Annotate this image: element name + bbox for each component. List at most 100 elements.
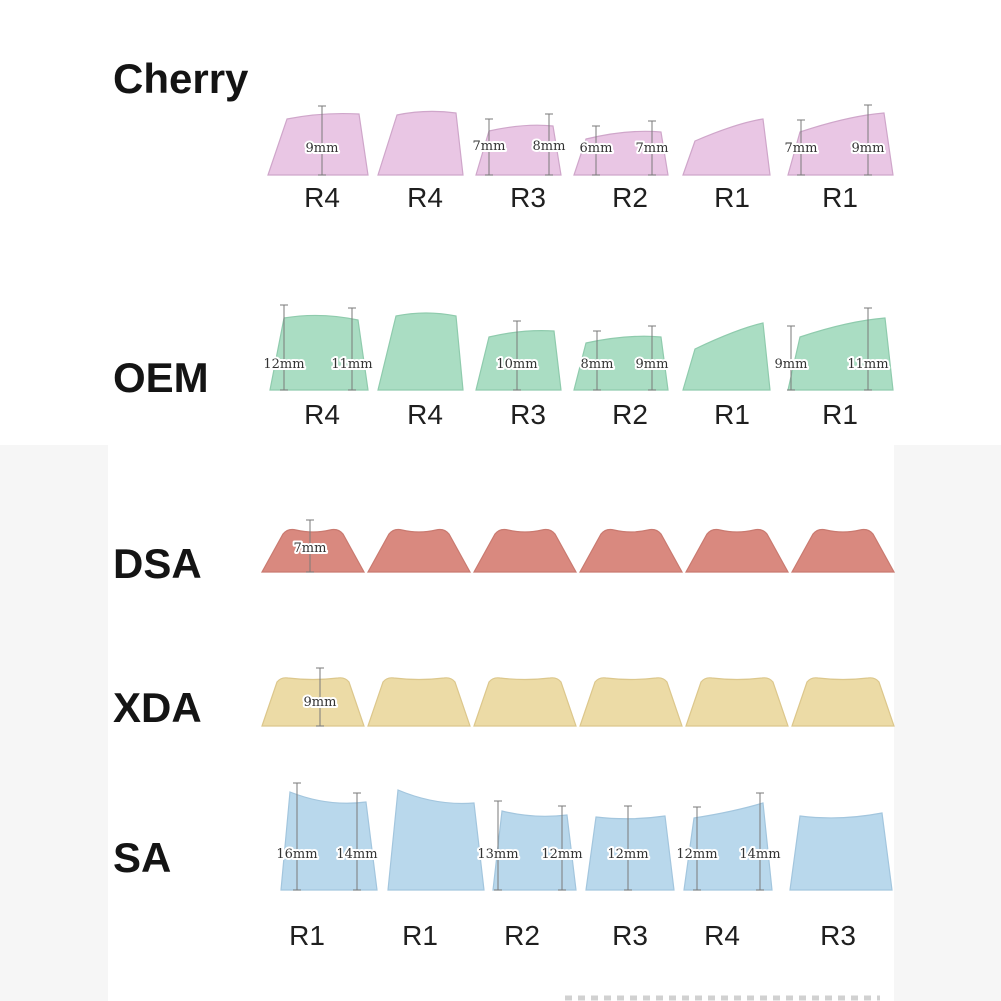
row-label: R3 (820, 920, 856, 951)
profile-name-oem: OEM (113, 354, 209, 401)
measurement-label: 7mm (785, 141, 818, 156)
measurement-label: 16mm (276, 847, 317, 862)
sa-dimensions: 16mm 14mm 13mm 12mm 12mm 12mm 14mm (274, 782, 783, 891)
profile-name-cherry: Cherry (113, 55, 249, 102)
measurement-label: 12mm (676, 847, 717, 862)
profile-name-sa: SA (113, 834, 171, 881)
xda-dimensions: 9mm (302, 667, 338, 727)
keycap-cherry-r1-a (682, 118, 771, 176)
oem-dimensions: 12mm 11mm 10mm 8mm 9mm 9mm 11mm (261, 304, 891, 391)
profile-name-xda: XDA (113, 684, 202, 731)
row-label: R2 (504, 920, 540, 951)
keycap-oem-r4-a (269, 314, 369, 391)
dimension-line (558, 805, 566, 891)
keycap-dsa (685, 528, 789, 573)
keycap-oem-r1-a (682, 322, 771, 391)
dimension-line (545, 113, 553, 176)
profile-name-dsa: DSA (113, 540, 202, 587)
dimension-line (648, 325, 656, 391)
keycap-sa-r1-a (280, 791, 378, 891)
dimension-line (797, 119, 805, 176)
keycap-dsa (579, 528, 683, 573)
dimension-line (592, 125, 600, 176)
dsa-dimensions: 7mm (292, 519, 328, 573)
row-label: R1 (289, 920, 325, 951)
row-label: R1 (714, 182, 750, 213)
dimension-line (864, 307, 872, 391)
dimension-line (593, 330, 601, 391)
measurement-label: 9mm (306, 141, 339, 156)
row-label: R1 (402, 920, 438, 951)
keycap-oem-r1-b (787, 317, 894, 391)
keycap-xda (685, 677, 789, 727)
row-label: R1 (822, 399, 858, 430)
measurement-label: 12mm (541, 847, 582, 862)
dimension-line (787, 325, 795, 391)
keycap-xda (579, 677, 683, 727)
keycap-oem-r4-b (377, 312, 464, 391)
dimension-line (280, 304, 288, 391)
keycap-dsa (367, 528, 471, 573)
row-label: R3 (612, 920, 648, 951)
measurement-label: 12mm (607, 847, 648, 862)
dimension-line (864, 104, 872, 176)
measurement-label: 9mm (304, 695, 337, 710)
keycap-cherry-r4-a (267, 112, 369, 176)
keycap-oem-r3 (475, 330, 562, 391)
row-label: R4 (304, 399, 340, 430)
measurement-label: 13mm (477, 847, 518, 862)
keycap-sa-r3-a (585, 815, 675, 891)
measurement-label: 9mm (852, 141, 885, 156)
measurement-label: 11mm (331, 357, 372, 372)
measurement-label: 9mm (636, 357, 669, 372)
keycap-cherry-r2 (573, 130, 669, 176)
measurement-label: 8mm (581, 357, 614, 372)
keycap-xda (367, 677, 471, 727)
oem-keycaps (269, 312, 894, 391)
dimension-line (353, 792, 361, 891)
keycap-sa-r1-b (387, 789, 485, 891)
keycap-sa-r2 (492, 810, 577, 891)
cherry-dimensions: 9mm 7mm 8mm 6mm 7mm 7mm 9mm (304, 104, 886, 176)
dsa-keycaps (261, 528, 895, 573)
measurement-label: 9mm (775, 357, 808, 372)
measurement-label: 7mm (636, 141, 669, 156)
dimension-line (348, 307, 356, 391)
row-label: R2 (612, 399, 648, 430)
row-label: R3 (510, 399, 546, 430)
page-margin-left (0, 445, 108, 1001)
dimension-line (293, 782, 301, 891)
measurement-label: 7mm (473, 139, 506, 154)
row-label: R4 (407, 182, 443, 213)
keycap-xda (791, 677, 895, 727)
keycap-dsa (791, 528, 895, 573)
measurement-label: 14mm (336, 847, 377, 862)
row-label: R2 (612, 182, 648, 213)
keycap-cherry-r4-b (377, 110, 464, 176)
row-label: R4 (704, 920, 740, 951)
dimension-line (485, 118, 493, 176)
measurement-label: 8mm (533, 139, 566, 154)
keycap-xda (473, 677, 577, 727)
dimension-line (624, 805, 632, 891)
row-label: R4 (304, 182, 340, 213)
dimension-line (318, 105, 326, 176)
row-label: R3 (510, 182, 546, 213)
row-label: R1 (714, 399, 750, 430)
dimension-line (306, 519, 314, 573)
keycap-dsa (473, 528, 577, 573)
cherry-keycaps (267, 110, 894, 176)
sa-row-labels: R1 R1 R2 R3 R4 R3 (289, 920, 856, 951)
measurement-label: 14mm (739, 847, 780, 862)
cherry-row-labels: R4 R4 R3 R2 R1 R1 (304, 182, 858, 213)
keycap-cherry-r3 (475, 124, 562, 176)
measurement-label: 12mm (263, 357, 304, 372)
measurement-label: 6mm (580, 141, 613, 156)
sa-keycaps (280, 789, 893, 891)
dimension-line (494, 800, 502, 891)
keycap-cherry-r1-b (787, 112, 894, 176)
oem-row-labels: R4 R4 R3 R2 R1 R1 (304, 399, 858, 430)
dimension-line (693, 806, 701, 891)
